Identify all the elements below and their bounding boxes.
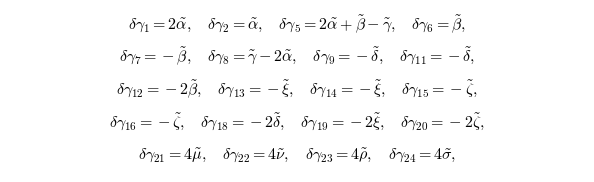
Text: $\delta\gamma_{12} = -2\tilde{\beta}, \quad \delta\gamma_{13} = -\tilde{\xi}, \q: $\delta\gamma_{12} = -2\tilde{\beta}, \q… — [116, 79, 478, 101]
Text: $\delta\gamma_1 = 2\tilde{\alpha}, \quad \delta\gamma_2 = \tilde{\alpha}, \quad : $\delta\gamma_1 = 2\tilde{\alpha}, \quad… — [128, 13, 466, 36]
Text: $\delta\gamma_7 = -\tilde{\beta}, \quad \delta\gamma_8 = \tilde{\gamma} - 2\tild: $\delta\gamma_7 = -\tilde{\beta}, \quad … — [119, 46, 475, 68]
Text: $\delta\gamma_{16} = -\tilde{\zeta}, \quad \delta\gamma_{18} = -2\tilde{\delta},: $\delta\gamma_{16} = -\tilde{\zeta}, \qu… — [109, 112, 485, 133]
Text: $\delta\gamma_{21} = 4\tilde{\mu}, \quad \delta\gamma_{22} = 4\tilde{\nu}, \quad: $\delta\gamma_{21} = 4\tilde{\mu}, \quad… — [138, 147, 456, 165]
